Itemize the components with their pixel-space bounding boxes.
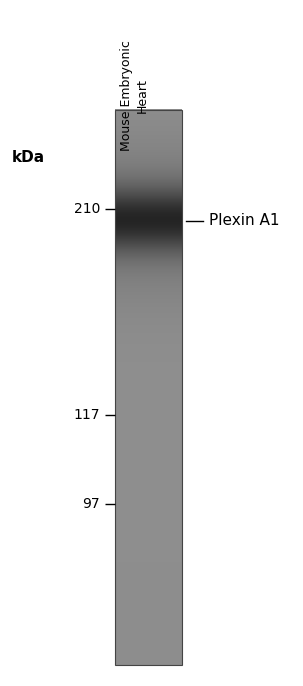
Text: 210: 210	[74, 202, 100, 216]
Bar	[115, 110, 182, 665]
Text: 117: 117	[74, 408, 100, 422]
Text: Mouse Embryonic
Heart: Mouse Embryonic Heart	[121, 40, 148, 152]
Text: Plexin A1: Plexin A1	[209, 213, 280, 228]
Text: 97: 97	[82, 497, 100, 511]
Text: kDa: kDa	[12, 150, 45, 165]
